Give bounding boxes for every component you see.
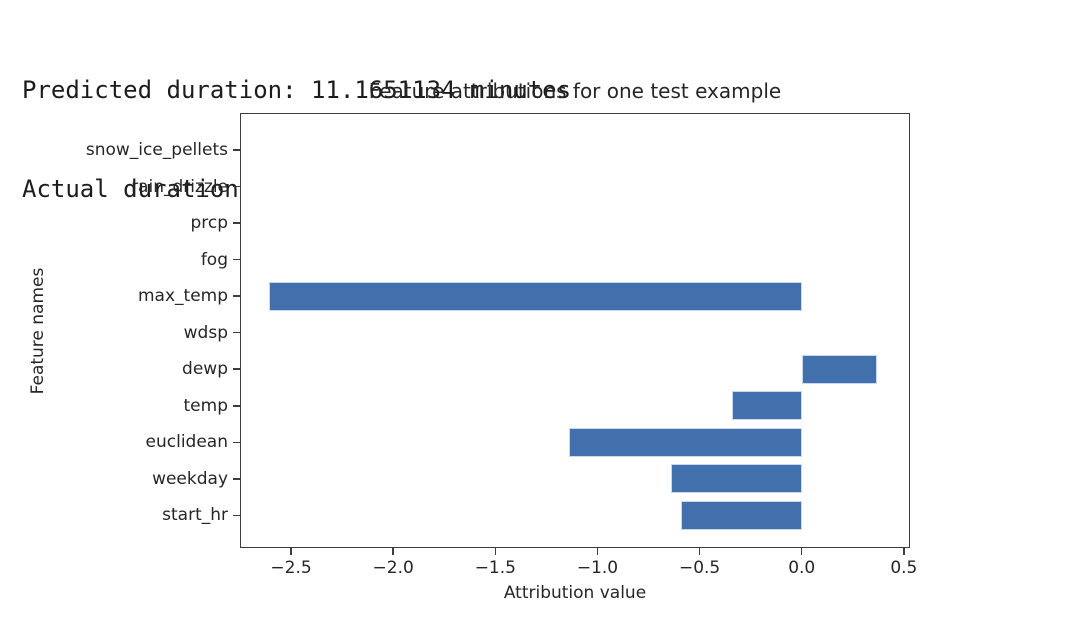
y-tick-label: rain_drizzle	[131, 176, 228, 197]
x-tick-label: −2.0	[372, 558, 414, 578]
x-axis-tick	[494, 548, 497, 555]
y-tick-label: prcp	[190, 213, 228, 234]
y-axis-tick	[233, 295, 240, 297]
y-axis-tick	[233, 222, 240, 224]
x-axis-tick	[290, 548, 292, 555]
y-tick-label: fog	[200, 249, 228, 270]
plot-area	[240, 113, 910, 548]
y-axis-tick	[233, 441, 240, 444]
y-tick-label: snow_ice_pellets	[85, 140, 228, 160]
y-axis-tick	[233, 331, 240, 334]
x-axis-tick	[698, 548, 701, 555]
x-axis-label: Attribution value	[503, 583, 647, 603]
x-tick-label: 0.0	[788, 558, 816, 578]
bar	[568, 427, 802, 457]
y-axis-tick	[233, 185, 240, 188]
x-tick-label: −2.5	[270, 558, 312, 578]
bar	[801, 354, 878, 384]
x-axis-tick	[800, 548, 803, 555]
bar	[268, 281, 802, 311]
x-tick-label: −0.5	[678, 558, 721, 578]
y-axis-tick	[233, 149, 240, 151]
bar	[671, 464, 802, 494]
predicted-duration-text: Predicted duration: 11.1651134 minutes	[22, 76, 572, 104]
y-axis-tick	[233, 405, 240, 407]
x-axis-tick	[903, 548, 905, 555]
x-tick-label: −1.0	[576, 558, 619, 578]
x-axis-tick	[596, 548, 599, 555]
y-tick-label: temp	[183, 395, 228, 416]
chart-title: Feature attributions for one test exampl…	[368, 79, 782, 103]
y-axis-tick	[233, 258, 240, 261]
y-tick-label: euclidean	[145, 432, 228, 453]
y-axis-tick	[233, 514, 240, 517]
y-axis-tick	[233, 478, 240, 480]
y-tick-label: wdsp	[183, 322, 228, 343]
x-tick-label: −1.5	[474, 558, 516, 578]
bar	[681, 500, 802, 530]
x-axis-tick	[392, 548, 394, 555]
y-axis-tick	[233, 368, 240, 370]
y-tick-label: weekday	[152, 468, 228, 489]
y-axis-label: Feature names	[28, 267, 48, 395]
bar	[732, 391, 802, 421]
x-tick-label: 0.5	[890, 558, 918, 578]
y-tick-label: dewp	[182, 359, 228, 380]
y-tick-label: start_hr	[162, 505, 228, 526]
y-tick-label: max_temp	[137, 286, 228, 307]
